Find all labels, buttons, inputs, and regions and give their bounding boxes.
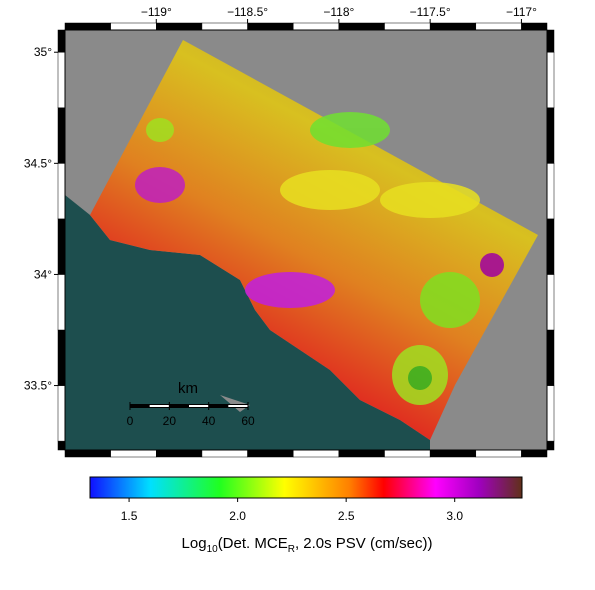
frame-bar xyxy=(384,449,431,458)
lon-tick-label: −119° xyxy=(141,5,172,19)
hazard-blobs xyxy=(135,112,504,405)
frame-bar xyxy=(429,449,477,458)
frame-bar xyxy=(338,22,385,31)
scale-tick-label: 20 xyxy=(163,414,177,428)
colorbar-tick-label: 2.5 xyxy=(338,509,355,523)
frame-bar xyxy=(546,274,555,331)
frame-bar xyxy=(247,449,294,458)
frame-bar xyxy=(57,440,66,451)
frame-bar xyxy=(64,22,111,31)
map-frame: −119° −118.5° −118° −117.5° −117° 35° 34.5° 34°… xyxy=(24,5,555,458)
lat-tick-label: 35° xyxy=(34,45,52,59)
frame-bar xyxy=(64,449,111,458)
frame-bar xyxy=(110,22,157,31)
frame-bar xyxy=(57,107,66,164)
scale-tick-label: 40 xyxy=(202,414,216,428)
ocean xyxy=(65,195,430,450)
frame-bar xyxy=(546,51,555,109)
frame-bar xyxy=(292,22,340,31)
colorbar-tick-label: 1.5 xyxy=(121,509,138,523)
lon-tick-label: −117° xyxy=(506,5,537,19)
scale-segment xyxy=(149,405,170,407)
data-region xyxy=(90,40,538,440)
frame-bar xyxy=(57,274,66,331)
label-part: (Det. MCE xyxy=(218,535,288,552)
frame-bar xyxy=(57,385,66,442)
frame-bar xyxy=(156,449,203,458)
label-part: 10 xyxy=(207,544,219,555)
frame-bar xyxy=(546,218,555,275)
colorbar-label: Log10(Det. MCER, 2.0s PSV (cm/sec)) xyxy=(182,535,433,555)
frame-bar xyxy=(475,22,522,31)
map-area xyxy=(65,30,547,450)
lat-tick-label: 34.5° xyxy=(24,156,52,170)
colorbar-tick-label: 2.0 xyxy=(229,509,246,523)
frame-bar xyxy=(546,329,555,386)
frame-bar xyxy=(156,22,203,31)
lon-tick-label: −117.5° xyxy=(410,5,451,19)
frame-bar xyxy=(110,449,157,458)
lon-tick-label: −118.5° xyxy=(227,5,268,19)
scale-tick-label: 60 xyxy=(241,414,255,428)
frame-bar xyxy=(546,385,555,442)
frame-bar xyxy=(201,22,248,31)
frame-bar xyxy=(546,440,555,451)
frame-bar xyxy=(338,449,385,458)
frame-bar xyxy=(546,29,555,53)
scale-tick-label: 0 xyxy=(127,414,134,428)
frame-bar xyxy=(57,163,66,220)
frame-bar xyxy=(292,449,340,458)
scale-segment xyxy=(189,405,209,407)
frame-bar xyxy=(57,329,66,386)
frame-bar xyxy=(247,22,294,31)
frame-border xyxy=(64,29,548,451)
frame-bar xyxy=(57,29,66,53)
scale-unit: km xyxy=(178,380,198,397)
lon-tick-label: −118° xyxy=(323,5,354,19)
colorbar xyxy=(89,476,523,499)
frame-bar xyxy=(546,163,555,220)
lat-tick-label: 34° xyxy=(34,267,52,281)
frame-bar xyxy=(201,449,248,458)
frame-bar xyxy=(57,51,66,109)
colorbar-tick-label: 3.0 xyxy=(446,509,463,523)
frame-bar xyxy=(384,22,431,31)
label-part: R xyxy=(288,544,295,555)
frame-bar xyxy=(57,218,66,275)
frame-bar xyxy=(429,22,477,31)
lat-tick-label: 33.5° xyxy=(24,379,52,393)
frame-bar xyxy=(521,22,548,31)
frame-bar xyxy=(546,107,555,164)
scale-segment xyxy=(228,405,248,407)
label-part: Log xyxy=(182,535,207,552)
label-part: , 2.0s PSV (cm/sec)) xyxy=(295,535,433,552)
frame-bar xyxy=(475,449,522,458)
frame-bar xyxy=(521,449,548,458)
